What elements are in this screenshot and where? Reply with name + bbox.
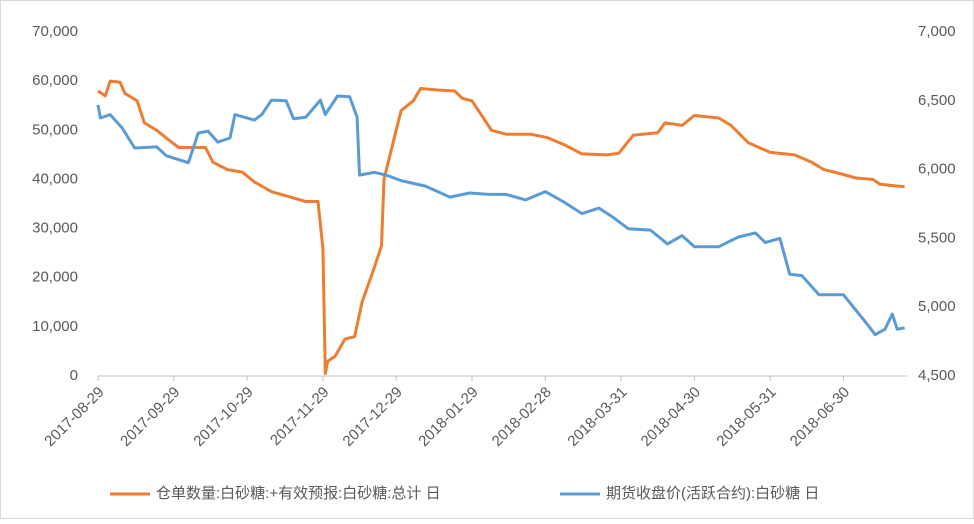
series-line bbox=[96, 94, 905, 337]
y-tick-label: 20,000 bbox=[32, 269, 78, 286]
y-tick-label: 70,000 bbox=[32, 23, 78, 40]
y-tick-label: 40,000 bbox=[32, 170, 78, 187]
series-line bbox=[97, 79, 905, 375]
y2-tick-label: 4,500 bbox=[918, 367, 956, 384]
legend-label: 期货收盘价(活跃合约):白砂糖 日 bbox=[606, 484, 819, 502]
y-tick-label: 60,000 bbox=[32, 72, 78, 89]
y-tick-label: 30,000 bbox=[32, 220, 78, 237]
y2-tick-label: 5,000 bbox=[918, 298, 956, 315]
y-tick-label: 0 bbox=[70, 367, 78, 384]
y2-tick-label: 5,500 bbox=[918, 229, 956, 246]
y2-tick-label: 6,500 bbox=[918, 92, 956, 109]
y-tick-label: 50,000 bbox=[32, 121, 78, 138]
legend-label: 仓单数量:白砂糖:+有效预报:白砂糖:总计 日 bbox=[156, 485, 441, 502]
y2-tick-label: 7,000 bbox=[918, 23, 956, 40]
y-tick-label: 10,000 bbox=[32, 318, 78, 335]
y2-tick-label: 6,000 bbox=[918, 161, 956, 178]
